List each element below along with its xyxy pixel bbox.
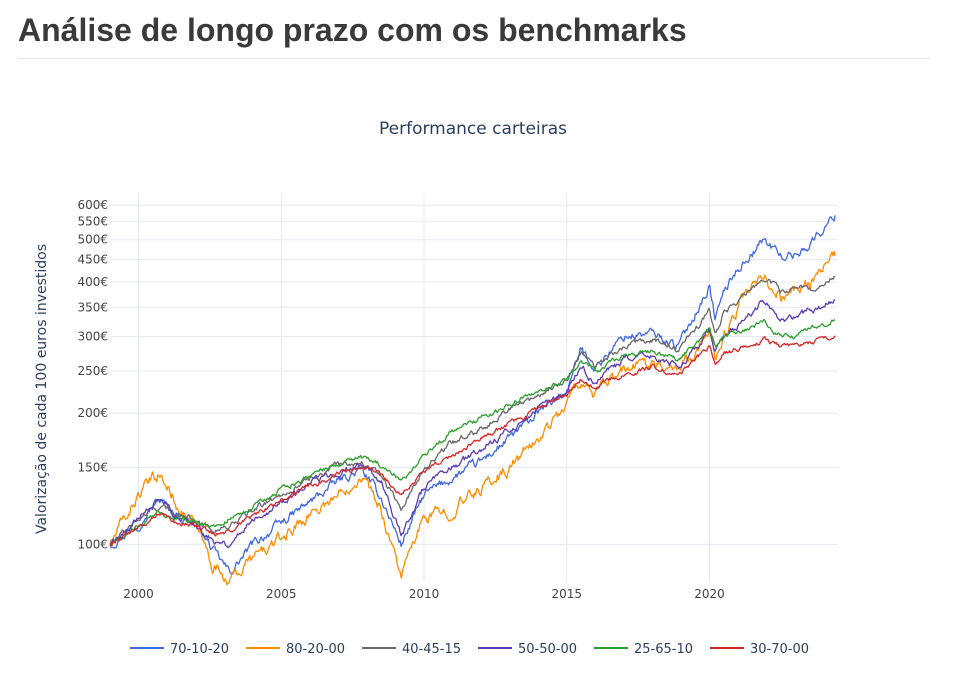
chart-series-lines bbox=[109, 215, 836, 586]
series-line-80-20-00 bbox=[109, 250, 836, 586]
y-axis-label: Valorização de cada 100 euros investidos bbox=[34, 244, 50, 534]
chart-title: Performance carteiras bbox=[379, 119, 567, 139]
legend-item-80-20-00[interactable]: 80-20-00 bbox=[246, 642, 345, 657]
title-divider bbox=[18, 58, 930, 59]
x-tick-label: 2020 bbox=[694, 587, 725, 601]
x-tick-label: 2015 bbox=[552, 587, 583, 601]
series-line-50-50-00 bbox=[109, 299, 836, 549]
legend-label: 70-10-20 bbox=[170, 642, 229, 657]
x-tick-label: 2010 bbox=[409, 587, 440, 601]
y-tick-label: 500€ bbox=[77, 233, 108, 247]
legend-item-30-70-00[interactable]: 30-70-00 bbox=[710, 642, 809, 657]
chart-legend[interactable]: 70-10-20 80-20-00 40-45-15 50-50-00 25-65-10… bbox=[130, 642, 809, 657]
y-tick-label: 600€ bbox=[77, 198, 108, 212]
y-tick-label: 250€ bbox=[77, 364, 108, 378]
legend-item-50-50-00[interactable]: 50-50-00 bbox=[478, 642, 577, 657]
chart-grid bbox=[110, 193, 838, 582]
legend-label: 40-45-15 bbox=[402, 642, 461, 657]
series-line-40-45-15 bbox=[109, 275, 836, 545]
legend-label: 25-65-10 bbox=[634, 642, 693, 657]
y-tick-label: 400€ bbox=[77, 275, 108, 289]
series-line-25-65-10 bbox=[109, 318, 836, 546]
y-tick-label: 300€ bbox=[77, 329, 108, 343]
y-tick-label: 550€ bbox=[77, 215, 108, 229]
legend-item-25-65-10[interactable]: 25-65-10 bbox=[594, 642, 693, 657]
x-axis-ticks: 2000 2005 2010 2015 2020 bbox=[123, 587, 725, 601]
legend-label: 50-50-00 bbox=[518, 642, 577, 657]
legend-item-40-45-15[interactable]: 40-45-15 bbox=[362, 642, 461, 657]
legend-label: 80-20-00 bbox=[286, 642, 345, 657]
x-tick-label: 2005 bbox=[266, 587, 297, 601]
legend-label: 30-70-00 bbox=[750, 642, 809, 657]
y-tick-label: 350€ bbox=[77, 300, 108, 314]
y-tick-label: 200€ bbox=[77, 406, 108, 420]
page-title: Análise de longo prazo com os benchmarks bbox=[18, 12, 687, 48]
series-line-30-70-00 bbox=[109, 335, 836, 547]
y-tick-label: 150€ bbox=[77, 461, 108, 475]
y-axis-ticks: 100€ 150€ 200€ 250€ 300€ 350€ 400€ 450€ 500€ 550€… bbox=[77, 198, 108, 551]
y-tick-label: 100€ bbox=[77, 537, 108, 551]
legend-item-70-10-20[interactable]: 70-10-20 bbox=[130, 642, 229, 657]
performance-chart: Performance carteiras 100€ 150€ 200€ 250€ 30… bbox=[34, 119, 838, 657]
y-tick-label: 450€ bbox=[77, 253, 108, 267]
x-tick-label: 2000 bbox=[123, 587, 154, 601]
series-line-70-10-20 bbox=[109, 215, 836, 575]
